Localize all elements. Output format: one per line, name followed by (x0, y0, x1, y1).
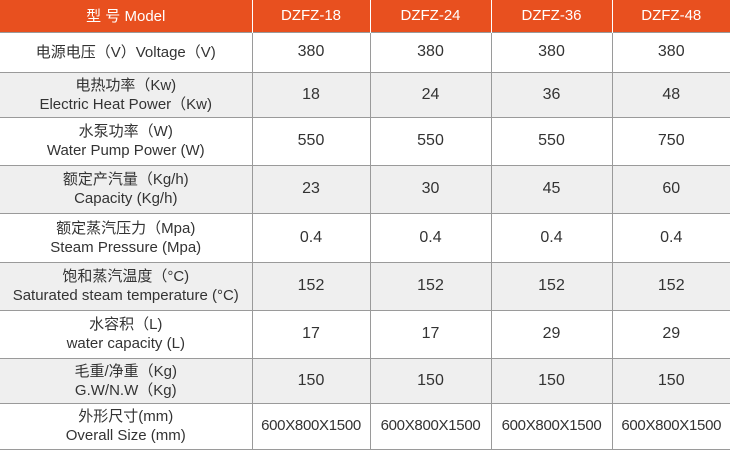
header-model: DZFZ-48 (612, 0, 730, 32)
cell-value: 150 (490, 357, 613, 404)
cell-value: 550 (251, 116, 371, 166)
row-label: 饱和蒸汽温度（°C) Saturated steam temperature (°… (0, 261, 253, 311)
cell-value: 18 (251, 71, 371, 118)
row-label-en: G.W/N.W（Kg) (74, 381, 177, 399)
cell-value: 380 (490, 31, 613, 73)
cell-value: 550 (490, 116, 613, 166)
cell-value: 152 (369, 261, 492, 311)
table-row: 电源电压（V）Voltage（V) 380 380 380 380 (0, 31, 730, 73)
row-label-cn: 饱和蒸汽温度（°C) (62, 268, 190, 285)
cell-value: 600X800X1500 (611, 402, 730, 450)
row-label-cn: 额定产汽量（Kg/h) (62, 171, 189, 188)
row-label-cn: 外形尺寸(mm) (78, 408, 174, 425)
cell-value: 30 (369, 164, 492, 214)
cell-value: 45 (490, 164, 613, 214)
cell-value: 600X800X1500 (369, 402, 492, 450)
cell-value: 152 (251, 261, 371, 311)
cell-value: 17 (251, 309, 371, 359)
cell-value: 29 (490, 309, 613, 359)
header-model: DZFZ-18 (252, 0, 371, 32)
cell-value: 0.4 (611, 212, 730, 263)
cell-value: 29 (611, 309, 730, 359)
header-model: DZFZ-36 (491, 0, 613, 32)
cell-value: 550 (369, 116, 492, 166)
cell-value: 60 (611, 164, 730, 214)
cell-value: 150 (251, 357, 371, 404)
row-label: 水容积（L) water capacity (L) (0, 309, 253, 359)
cell-value: 380 (251, 31, 371, 73)
cell-value: 152 (611, 261, 730, 311)
table-row: 外形尺寸(mm) Overall Size (mm) 600X800X1500 6… (0, 402, 730, 450)
row-label-en: Water Pump Power (W) (46, 142, 205, 159)
cell-value: 380 (611, 31, 730, 73)
table-row: 额定产汽量（Kg/h) Capacity (Kg/h) 23 30 45 60 (0, 164, 730, 214)
cell-value: 24 (369, 71, 492, 118)
cell-value: 150 (369, 357, 492, 404)
cell-value: 17 (369, 309, 492, 359)
row-label: 额定产汽量（Kg/h) Capacity (Kg/h) (0, 164, 253, 214)
row-label-cn: 电热功率（Kw) (75, 76, 177, 94)
table-row: 饱和蒸汽温度（°C) Saturated steam temperature (°… (0, 261, 730, 311)
header-model: DZFZ-24 (370, 0, 492, 32)
table-body: 电源电压（V）Voltage（V) 380 380 380 380 电热功率（K… (0, 31, 730, 450)
cell-value: 380 (369, 31, 492, 73)
row-label: 水泵功率（W) Water Pump Power (W) (0, 116, 253, 166)
header-param: 型 号 Model (0, 0, 253, 32)
row-label-cn: 电源电压（V）Voltage（V) (35, 43, 216, 61)
cell-value: 600X800X1500 (490, 402, 613, 450)
row-label-en: Steam Pressure (Mpa) (50, 238, 202, 256)
row-label-cn: 水容积（L) (89, 316, 163, 333)
row-label-en: Saturated steam temperature (°C) (12, 287, 239, 304)
cell-value: 48 (611, 71, 730, 118)
row-label-en: water capacity (L) (66, 335, 185, 352)
row-label-en: Capacity (Kg/h) (74, 190, 178, 207)
row-label: 电源电压（V）Voltage（V) (0, 31, 253, 73)
table-row: 电热功率（Kw) Electric Heat Power（Kw) 18 24 36… (0, 71, 730, 118)
cell-value: 152 (490, 261, 613, 311)
table-row: 水容积（L) water capacity (L) 17 17 29 29 (0, 309, 730, 359)
cell-value: 0.4 (490, 212, 613, 263)
row-label: 电热功率（Kw) Electric Heat Power（Kw) (0, 71, 253, 118)
cell-value: 600X800X1500 (251, 402, 371, 450)
row-label: 毛重/净重（Kg) G.W/N.W（Kg) (0, 357, 253, 404)
row-label: 外形尺寸(mm) Overall Size (mm) (0, 402, 253, 450)
row-label: 额定蒸汽压力（Mpa) Steam Pressure (Mpa) (0, 212, 253, 263)
row-label-cn: 额定蒸汽压力（Mpa) (56, 219, 196, 237)
row-label-cn: 水泵功率（W) (78, 123, 173, 140)
cell-value: 36 (490, 71, 613, 118)
table-header: 型 号 Model DZFZ-18 DZFZ-24 DZFZ-36 DZFZ-4… (0, 0, 730, 32)
table-row: 毛重/净重（Kg) G.W/N.W（Kg) 150 150 150 150 (0, 357, 730, 404)
row-label-en: Overall Size (mm) (65, 427, 186, 444)
cell-value: 750 (611, 116, 730, 166)
table-row: 额定蒸汽压力（Mpa) Steam Pressure (Mpa) 0.4 0.4 … (0, 212, 730, 263)
cell-value: 0.4 (251, 212, 371, 263)
row-label-cn: 毛重/净重（Kg) (74, 362, 177, 380)
table-row: 水泵功率（W) Water Pump Power (W) 550 550 550 … (0, 116, 730, 166)
cell-value: 23 (251, 164, 371, 214)
cell-value: 150 (611, 357, 730, 404)
row-label-en: Electric Heat Power（Kw) (39, 95, 213, 113)
cell-value: 0.4 (369, 212, 492, 263)
